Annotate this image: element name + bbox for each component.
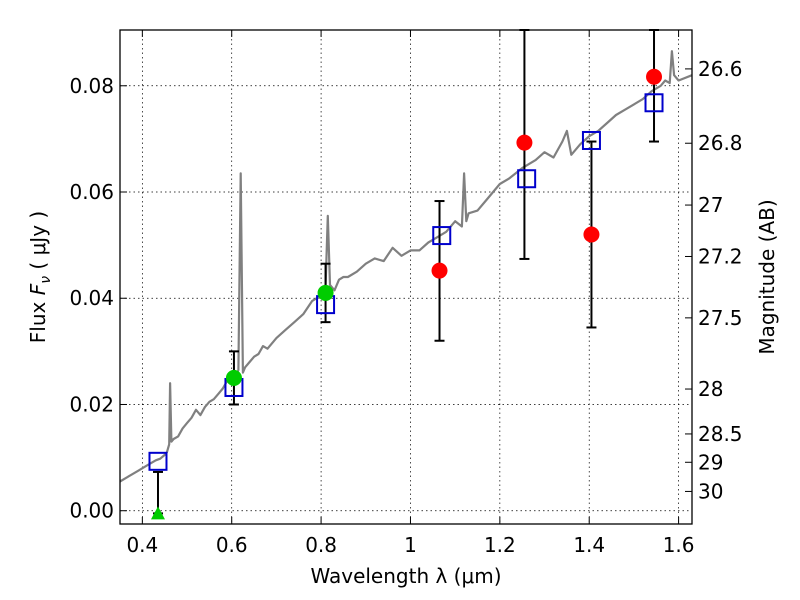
error-bars [152, 29, 660, 515]
model-band-square [148, 451, 168, 471]
model-spectrum [119, 50, 693, 483]
magnitude-tick-label: 30 [698, 479, 723, 503]
magnitude-tick-label: 27.5 [698, 306, 743, 330]
grid [120, 30, 692, 524]
detection-point [431, 262, 448, 279]
magnitude-tick-label: 29 [698, 450, 723, 474]
y-tick-label: 0.02 [69, 392, 114, 416]
y-axis-label-left: Flux Fν ( μJy ) [26, 211, 54, 343]
model-band-square [432, 226, 452, 246]
magnitude-tick-label: 27.2 [698, 244, 743, 268]
detection-point [516, 134, 533, 151]
model-band-square [644, 93, 664, 113]
x-tick-label: 1.2 [484, 533, 516, 557]
spectrum-line [119, 50, 693, 483]
model-band-square [517, 169, 537, 189]
model-band-square [581, 130, 601, 150]
magnitude-tick-label: 28.5 [698, 422, 743, 446]
y-tick-label: 0.00 [69, 499, 114, 523]
detection-point [646, 68, 663, 85]
x-tick-label: 0.4 [126, 533, 158, 557]
y-tick-label: 0.08 [69, 74, 114, 98]
magnitude-tick-label: 28 [698, 377, 723, 401]
ticks [120, 30, 692, 524]
detection-point [583, 226, 600, 243]
detection-point [225, 369, 242, 386]
data-markers [148, 68, 664, 520]
magnitude-tick-label: 27 [698, 193, 723, 217]
detection-point [317, 284, 334, 301]
tick-labels: 0.4 0.6 0.8 1 1.2 1.4 1.6 0.00 0.02 0.04 0.06 0.08 2… [69, 57, 742, 557]
plot-frame [119, 29, 693, 525]
y-tick-label: 0.06 [69, 180, 114, 204]
y-tick-label: 0.04 [69, 286, 114, 310]
y-axis-label-right: Magnitude (AB) [755, 199, 779, 354]
x-tick-label: 0.6 [216, 533, 248, 557]
upper-limit-triangle [150, 506, 165, 520]
x-tick-label: 1.4 [573, 533, 605, 557]
x-tick-label: 1.6 [663, 533, 695, 557]
x-axis-label: Wavelength λ (μm) [310, 564, 501, 588]
x-tick-label: 1 [404, 533, 417, 557]
magnitude-tick-label: 26.6 [698, 57, 743, 81]
magnitude-tick-label: 26.8 [698, 131, 743, 155]
x-tick-label: 0.8 [305, 533, 337, 557]
